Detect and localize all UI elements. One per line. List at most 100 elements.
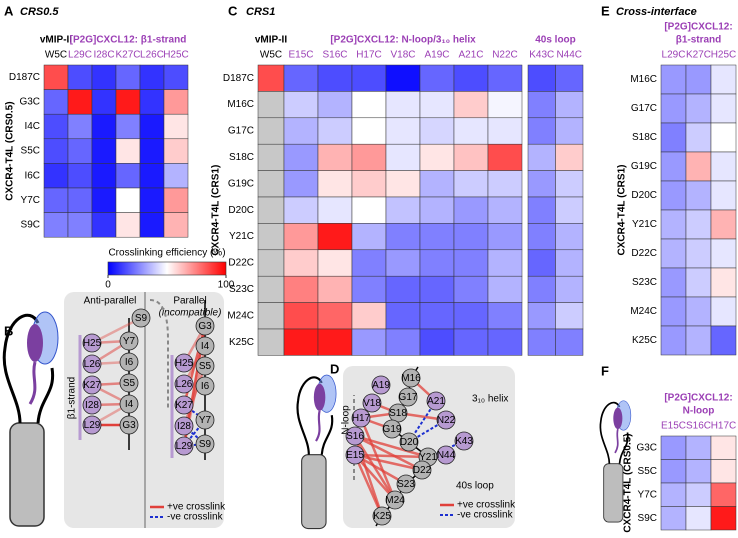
heatmap-cell (385, 223, 421, 251)
legend-label: -ve crosslink (457, 510, 514, 521)
heatmap-cell (685, 296, 712, 327)
heatmap-cell (453, 64, 489, 92)
residue-node (174, 353, 194, 373)
residue-label: D20 (400, 437, 419, 448)
heatmap-cell (453, 117, 489, 145)
group-label: vMIP-II (255, 35, 287, 46)
heatmap-cell (527, 275, 556, 303)
row-label: Y21C (632, 219, 657, 230)
residue-node (174, 374, 194, 394)
heatmap-cell (419, 328, 455, 356)
heatmap-cell (317, 302, 353, 330)
row-label: D22C (228, 258, 254, 269)
heatmap-cell (710, 506, 737, 531)
residue-label: I6 (125, 357, 134, 368)
residue-node (82, 354, 102, 374)
column-label: E15C (288, 50, 313, 61)
column-label: W5C (45, 50, 67, 61)
residue-node (371, 375, 391, 395)
receptor-cartoon (296, 373, 338, 530)
heatmap-cell (660, 482, 687, 507)
heatmap-cell (163, 163, 189, 189)
heatmap-cell (419, 91, 455, 119)
heatmap-cell (91, 89, 117, 115)
heatmap-cell (43, 212, 69, 238)
column-label: L26C (140, 50, 164, 61)
heatmap-cell (317, 275, 353, 303)
residue-node (382, 419, 402, 439)
residue-label: A19 (372, 380, 390, 391)
column-label: E15C (661, 421, 686, 432)
diagram-label: 3₁₀ helix (472, 394, 508, 405)
residue-label: L26 (84, 359, 101, 370)
residue-label: S9 (135, 313, 148, 324)
receptor-cartoon (2, 310, 60, 528)
heatmap-cell (139, 187, 165, 213)
heatmap-cell (419, 196, 455, 224)
residue-node (396, 474, 416, 494)
group-label: [P2G]CXCL12: N-loop/3₁₀ helix (330, 35, 476, 46)
heatmap-cell (555, 91, 584, 119)
residue-node (345, 445, 365, 465)
residue-label: I28 (85, 400, 99, 411)
heatmap-cell (91, 64, 117, 90)
heatmap-cell (67, 89, 93, 115)
heatmap-cell (660, 122, 687, 153)
column-label: S16C (686, 421, 711, 432)
diagram-label: N-loop (341, 405, 352, 435)
heatmap-cell (351, 91, 387, 119)
heatmap-cell (283, 196, 319, 224)
diagram-label: Anti-parallel (84, 296, 137, 307)
residue-node (119, 352, 139, 372)
residue-label: G17 (399, 392, 418, 403)
residue-label: S9 (199, 439, 212, 450)
row-label: G17C (631, 103, 657, 114)
heatmap-cell (710, 64, 737, 95)
column-label: K27C (686, 50, 711, 61)
heatmap-cell (115, 163, 141, 189)
residue-node (82, 415, 102, 435)
residue-node (401, 368, 421, 388)
heatmap-cell (685, 267, 712, 298)
heatmap-cell (527, 170, 556, 198)
residue-label: D22 (413, 465, 432, 476)
heatmap-cell (317, 223, 353, 251)
heatmap-cell (67, 138, 93, 164)
heatmap-cell (453, 249, 489, 277)
group-label: [P2G]CXCL12: β1-strand (70, 35, 187, 46)
residue-label: I4 (125, 399, 134, 410)
row-label: S23C (632, 277, 657, 288)
heatmap-cell (283, 143, 319, 171)
row-label: M24C (227, 310, 254, 321)
heatmap-cell (710, 238, 737, 269)
heatmap-cell (453, 143, 489, 171)
legend-label: +ve crosslink (457, 500, 516, 511)
residue-node (119, 331, 139, 351)
heatmap-cell (163, 212, 189, 238)
residue-node (398, 387, 418, 407)
residue-label: G19 (383, 424, 402, 435)
heatmap-cell (660, 209, 687, 240)
crosslink-line (354, 453, 423, 472)
column-label: W5C (260, 50, 282, 61)
residue-label: N22 (437, 415, 456, 426)
heatmap-cell (385, 302, 421, 330)
diagram-label: Parallel (173, 296, 206, 307)
heatmap-cell (660, 180, 687, 211)
heatmap-cell (527, 91, 556, 119)
panel-label: B (4, 323, 13, 338)
heatmap-cell (555, 302, 584, 330)
row-label: G17C (228, 126, 254, 137)
heatmap-cell (351, 196, 387, 224)
heatmap-cell (385, 64, 421, 92)
heatmap-cell (660, 459, 687, 484)
heatmap-cell (555, 249, 584, 277)
heatmap-cell (43, 64, 69, 90)
column-label: H25C (711, 50, 737, 61)
residue-label: L26 (176, 379, 193, 390)
row-label: G3C (636, 442, 657, 453)
heatmap-cell (283, 328, 319, 356)
colorbar (107, 261, 227, 276)
legend-label: -ve crosslink (167, 512, 224, 523)
heatmap-cell (660, 435, 687, 460)
